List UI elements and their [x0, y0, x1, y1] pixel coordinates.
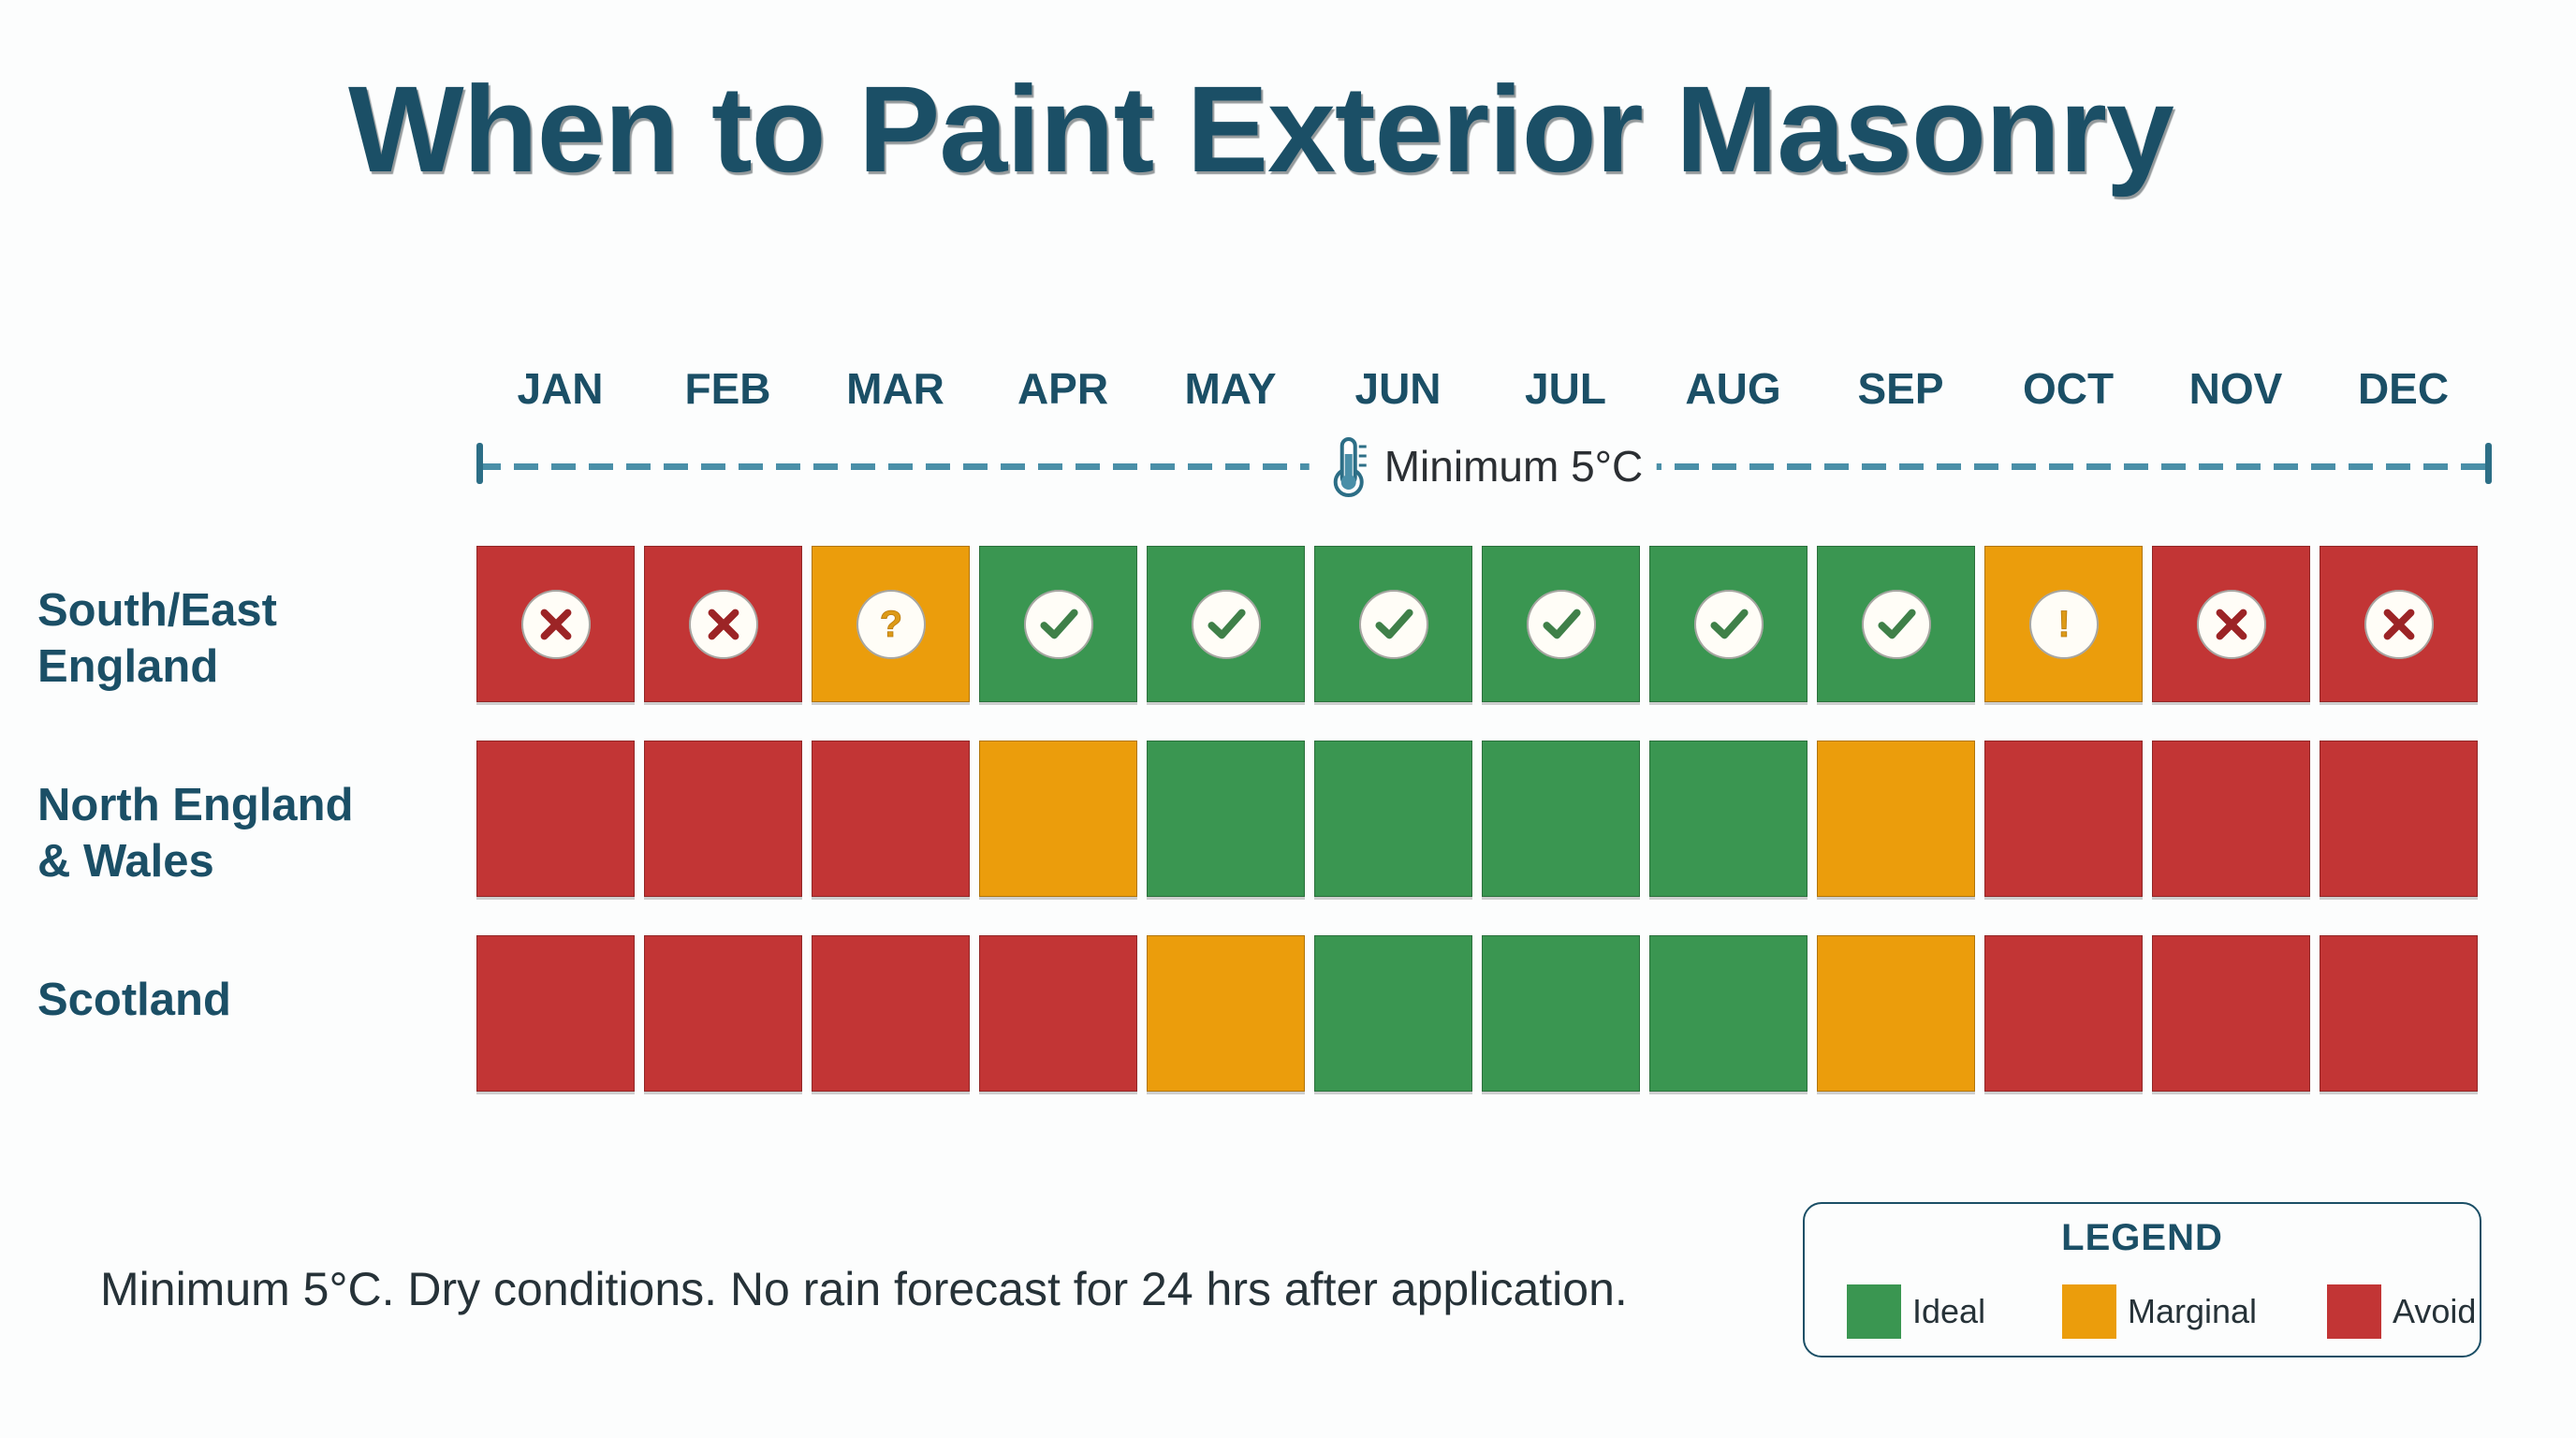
svg-text:?: ?	[879, 604, 901, 645]
svg-text:!: !	[2057, 604, 2070, 645]
